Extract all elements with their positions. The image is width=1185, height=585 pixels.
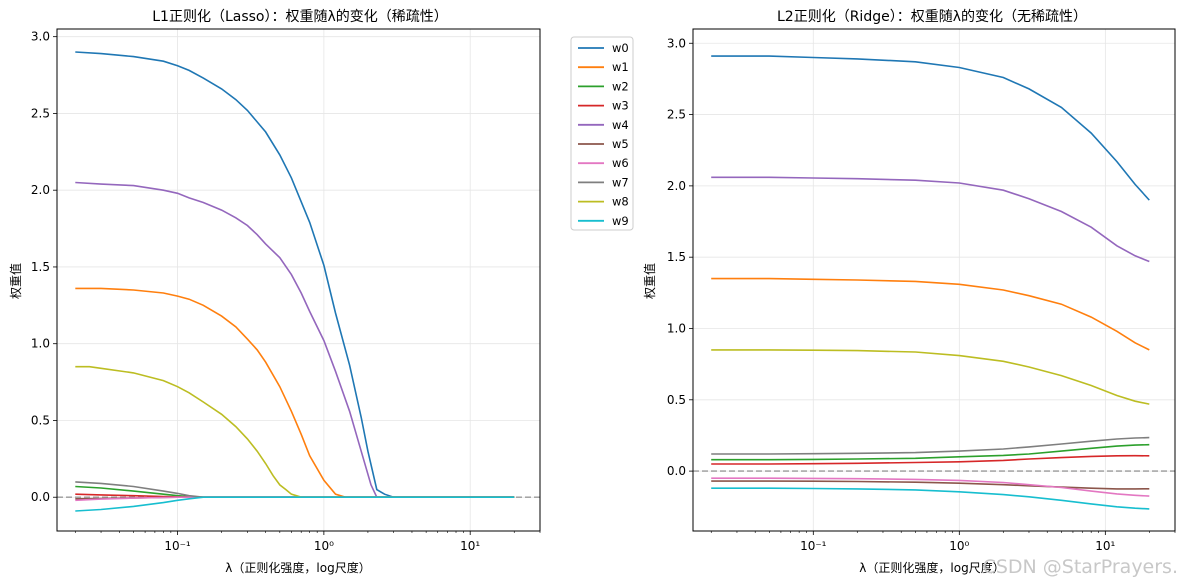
l1-lasso-subplot: L1正则化（Lasso）：权重随λ的变化（稀疏性） λ（正则化强度，log尺度）… [8,9,541,575]
y-tick-label: 0.5 [667,393,686,407]
legend-label-w8: w8 [612,195,629,209]
series-line-w5 [711,480,1150,490]
y-tick-label: 2.0 [667,179,686,193]
series-line-w0 [711,55,1150,201]
x-tick-label: 10¹ [460,539,480,553]
l1-chart-title: L1正则化（Lasso）：权重随λ的变化（稀疏性） [152,9,448,25]
legend-label-w7: w7 [612,175,629,189]
series-line-w4 [711,176,1150,263]
l1-y-axis-label: 权重值 [8,263,23,299]
series-line-w9 [711,487,1150,510]
l2-ridge-subplot: L2正则化（Ridge）：权重随λ的变化（无稀疏性） λ（正则化强度，log尺度… [642,9,1176,575]
legend-label-w4: w4 [612,118,629,132]
legend: w0 w1 w2 w3 w4 w5 w6 w7 w8 w9 [570,36,634,231]
y-tick-label: 2.5 [667,108,686,122]
legend-label-w3: w3 [612,99,629,113]
series-line-w7 [711,436,1150,455]
legend-label-w2: w2 [612,79,629,93]
l2-x-axis-label: λ（正则化强度，log尺度） [859,560,1004,575]
series-line-w3 [711,454,1150,465]
x-tick-label: 10⁻¹ [800,539,827,553]
y-tick-label: 3.0 [667,36,686,50]
series-line-w0 [75,51,515,499]
y-tick-label: 1.0 [31,337,50,351]
y-tick-label: 1.0 [667,321,686,335]
series-line-w1 [711,277,1150,351]
series-line-w8 [75,365,515,499]
plot-frame [56,28,541,532]
series-line-w4 [75,181,515,499]
series-line-w8 [711,349,1150,405]
l2-chart-title: L2正则化（Ridge）：权重随λ的变化（无稀疏性） [777,9,1087,25]
x-tick-label: 10⁰ [949,539,969,553]
y-tick-label: 1.5 [31,260,50,274]
x-tick-label: 10⁰ [314,539,334,553]
legend-label-w9: w9 [612,214,629,228]
x-tick-label: 10⁻¹ [164,539,191,553]
y-tick-label: 0.5 [31,413,50,427]
y-tick-label: 1.5 [667,250,686,264]
l2-y-axis-label: 权重值 [642,263,657,299]
legend-label-w6: w6 [612,156,629,170]
y-tick-label: 0.0 [667,464,686,478]
y-tick-label: 0.0 [31,490,50,504]
y-tick-label: 2.0 [31,183,50,197]
plot-frame [692,28,1176,532]
x-tick-label: 10¹ [1095,539,1115,553]
legend-label-w1: w1 [612,60,629,74]
watermark: CSDN @StarPrayers. [983,556,1178,578]
series-line-w6 [711,477,1150,497]
series-line-w2 [711,443,1150,461]
l1-x-axis-label: λ（正则化强度，log尺度） [225,560,370,575]
legend-label-w0: w0 [612,41,629,55]
y-tick-label: 2.5 [31,106,50,120]
y-tick-label: 3.0 [31,30,50,44]
series-line-w9 [75,496,515,512]
legend-label-w5: w5 [612,137,629,151]
